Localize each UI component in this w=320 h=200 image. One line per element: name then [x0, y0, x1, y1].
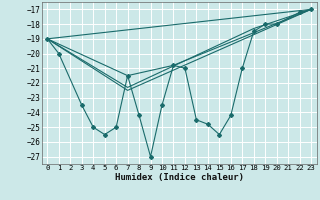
X-axis label: Humidex (Indice chaleur): Humidex (Indice chaleur): [115, 173, 244, 182]
